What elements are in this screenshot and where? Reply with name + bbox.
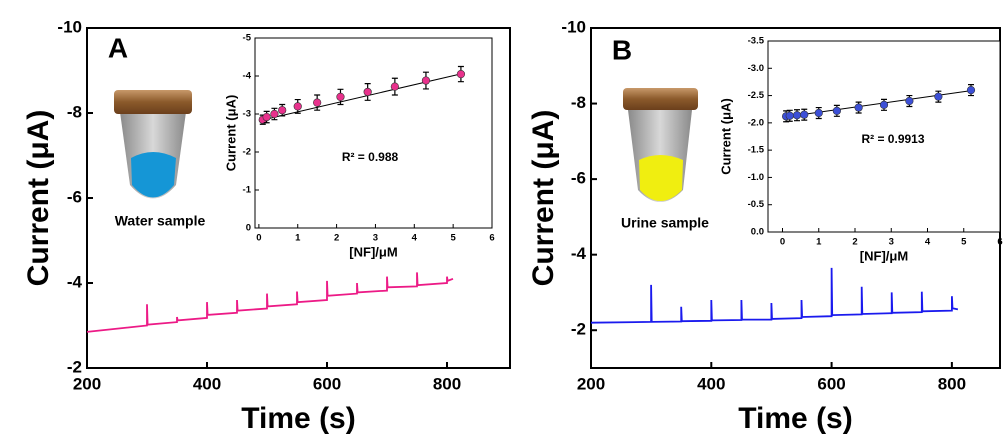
- y-tick-label: -6: [571, 169, 586, 188]
- fit-line: [258, 72, 465, 122]
- x-tick-label: 0: [780, 237, 785, 248]
- annotation: Urine sample: [621, 215, 709, 231]
- data-point: [390, 82, 399, 91]
- data-point: [792, 111, 802, 120]
- x-tick-label: 800: [938, 374, 966, 393]
- x-axis-label: Time (s): [738, 402, 852, 435]
- data-point: [854, 103, 863, 112]
- y-tick-label: -3: [243, 109, 251, 120]
- x-tick-label: 400: [193, 374, 221, 393]
- x-tick-label: 3: [373, 233, 378, 244]
- x-tick-label: 0: [256, 233, 261, 244]
- x-tick-label: 2: [334, 233, 339, 244]
- data-point: [966, 86, 976, 95]
- x-tick-label: 3: [889, 237, 894, 248]
- x-tick-label: 600: [313, 374, 341, 393]
- y-axis-label: Current (μA): [718, 98, 733, 175]
- y-tick-label: -2: [243, 147, 251, 158]
- y-tick-label: 0.0: [751, 227, 764, 238]
- plot-frame: [767, 40, 1001, 233]
- y-tick-label: -1.0: [748, 172, 764, 183]
- x-tick-label: 5: [961, 237, 967, 248]
- data-point: [934, 92, 943, 101]
- data-point: [278, 106, 287, 115]
- y-tick-label: -3.5: [748, 36, 765, 47]
- data-point: [270, 109, 279, 119]
- panel-label: B: [612, 34, 632, 65]
- data-point: [832, 106, 841, 115]
- y-tick-label: -5: [243, 33, 252, 44]
- y-tick-label: -10: [57, 17, 82, 36]
- y-tick-label: -1.5: [748, 145, 765, 156]
- data-point: [363, 87, 372, 97]
- data-point: [313, 98, 322, 107]
- x-axis-label: [NF]/μM: [860, 248, 908, 263]
- y-axis-label: Current (μA): [22, 110, 55, 287]
- x-tick-label: 6: [489, 233, 494, 244]
- y-tick-label: -2.5: [748, 90, 765, 101]
- data-point: [262, 112, 271, 122]
- data-point: [336, 92, 345, 101]
- data-point: [293, 102, 302, 111]
- data-point: [879, 100, 889, 109]
- x-tick-label: 5: [450, 233, 456, 244]
- y-tick-label: -4: [571, 244, 587, 263]
- annotation: Water sample: [115, 213, 206, 229]
- data-point: [456, 69, 466, 79]
- data-point: [785, 111, 794, 120]
- data-point: [814, 108, 823, 118]
- x-axis-label: [NF]/μM: [349, 244, 397, 259]
- x-tick-label: 600: [817, 374, 845, 393]
- y-tick-label: -2: [571, 320, 586, 339]
- annotation: R² = 0.9913: [861, 132, 924, 146]
- x-tick-label: 1: [295, 233, 301, 244]
- y-tick-label: 0: [246, 223, 251, 234]
- x-tick-label: 6: [997, 237, 1002, 248]
- plot-frame: [254, 37, 493, 229]
- y-tick-label: -6: [67, 187, 82, 206]
- panel-label: A: [108, 32, 128, 63]
- x-tick-label: 200: [73, 374, 101, 393]
- y-tick-label: -10: [561, 17, 586, 36]
- x-tick-label: 1: [816, 237, 822, 248]
- y-tick-label: -2.0: [748, 117, 764, 128]
- current-trace: [590, 267, 959, 324]
- current-trace: [86, 272, 454, 333]
- x-axis-label: Time (s): [241, 402, 355, 435]
- water-tube: [114, 90, 192, 199]
- x-tick-label: 400: [697, 374, 725, 393]
- y-tick-label: -4: [243, 71, 252, 82]
- y-tick-label: -3.0: [748, 63, 764, 74]
- x-tick-label: 200: [577, 374, 605, 393]
- y-axis-label: Current (μA): [223, 95, 238, 172]
- y-tick-label: -8: [571, 93, 586, 112]
- data-point: [800, 110, 809, 119]
- y-tick-label: -1: [243, 185, 252, 196]
- data-point: [421, 76, 431, 85]
- y-tick-label: -0.5: [748, 199, 765, 210]
- y-tick-label: -4: [67, 272, 83, 291]
- fit-line: [782, 89, 975, 118]
- data-point: [905, 96, 914, 106]
- y-axis-label: Current (μA): [527, 110, 560, 287]
- y-tick-label: -2: [67, 357, 82, 376]
- x-tick-label: 4: [412, 233, 418, 244]
- x-tick-label: 4: [925, 237, 931, 248]
- x-tick-label: 800: [433, 374, 461, 393]
- y-tick-label: -8: [67, 102, 82, 121]
- annotation: R² = 0.988: [342, 150, 399, 164]
- urine-tube: [623, 88, 698, 202]
- x-tick-label: 2: [852, 237, 857, 248]
